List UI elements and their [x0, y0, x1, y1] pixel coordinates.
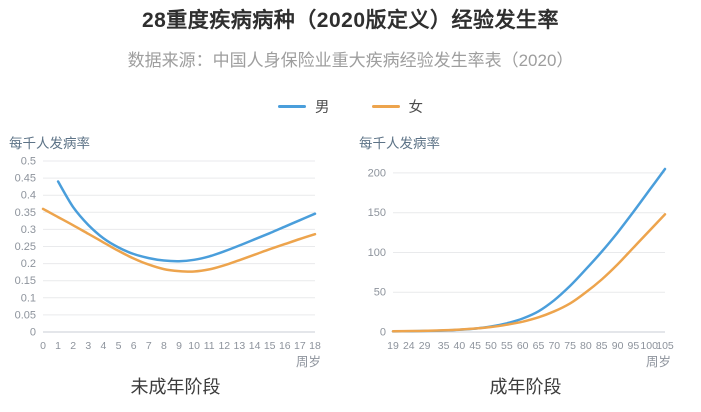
svg-text:0.35: 0.35 [14, 207, 35, 219]
legend-item-male[interactable]: 男 [278, 96, 330, 117]
svg-text:8: 8 [160, 340, 166, 352]
svg-text:2: 2 [70, 340, 76, 352]
svg-text:29: 29 [418, 340, 430, 352]
adult-age-chart-canvas: 每千人发病率 0 50 100 150 200 19 24 29 35 40 45 50 55 60 65 70… [359, 135, 674, 369]
gridlines [42, 160, 315, 333]
minor-age-chart-canvas: 每千人发病率00.050.10.150.20.250.30.350.40.450… [9, 135, 321, 369]
svg-text:35: 35 [437, 340, 449, 352]
svg-text:3: 3 [85, 340, 91, 352]
adult-age-caption: 成年阶段 [489, 377, 562, 397]
svg-text:12: 12 [218, 340, 230, 352]
svg-text:24: 24 [402, 340, 414, 352]
svg-text:0.05: 0.05 [14, 309, 35, 321]
svg-text:100: 100 [367, 247, 385, 259]
svg-text:10: 10 [188, 340, 200, 352]
data-source-subtitle: 数据来源：中国人身保险业重大疾病经验发生率表（2020） [127, 51, 574, 70]
svg-text:0.45: 0.45 [14, 173, 35, 185]
svg-text:45: 45 [469, 340, 481, 352]
female-line-swatch [371, 104, 400, 108]
charts-row: 每千人发病率 0 0.05 0.1 0.15 0.2 0.25 0.3 0.35 0.4 0.45 0… [0, 128, 701, 399]
svg-text:9: 9 [176, 340, 182, 352]
svg-text:13: 13 [233, 340, 245, 352]
svg-text:0: 0 [29, 327, 35, 339]
svg-text:18: 18 [309, 340, 321, 352]
svg-text:17: 17 [294, 340, 306, 352]
svg-text:6: 6 [130, 340, 136, 352]
male-series-line [56, 180, 316, 263]
svg-text:5: 5 [115, 340, 121, 352]
y-tick-labels: 0 0.05 0.1 0.15 0.2 0.25 0.3 0.35 0.4 0.45 0.5 [14, 156, 35, 339]
svg-text:90: 90 [611, 340, 623, 352]
legend-item-female[interactable]: 女 [371, 96, 424, 117]
svg-text:200: 200 [367, 167, 385, 179]
svg-text:75: 75 [564, 340, 576, 352]
svg-text:11: 11 [203, 340, 214, 352]
legend: 男 女 [0, 96, 701, 116]
legend-label-female: 女 [408, 99, 424, 116]
minor-age-caption: 未成年阶段 [130, 377, 221, 397]
svg-text:16: 16 [278, 340, 290, 352]
female-series-line [391, 213, 666, 333]
svg-text:4: 4 [100, 340, 106, 352]
svg-text:100: 100 [640, 340, 658, 352]
svg-text:95: 95 [627, 340, 639, 352]
svg-text:50: 50 [485, 340, 497, 352]
legend-label-male: 男 [315, 99, 330, 116]
svg-text:7: 7 [145, 340, 151, 352]
chart-page: 28重度疾病病种（2020版定义）经验发生率 数据来源：中国人身保险业重大疾病经… [0, 6, 701, 412]
svg-text:19: 19 [387, 340, 399, 352]
svg-text:0.2: 0.2 [20, 258, 35, 270]
svg-text:0.25: 0.25 [14, 241, 35, 253]
svg-text:1: 1 [55, 340, 61, 352]
male-series-line [391, 167, 666, 333]
x-axis-unit: 周岁 [645, 354, 670, 369]
minor-age-chart: 每千人发病率 0 0.05 0.1 0.15 0.2 0.25 0.3 0.35 0.4 0.45 0… [1, 128, 351, 399]
svg-text:15: 15 [263, 340, 275, 352]
svg-text:55: 55 [501, 340, 513, 352]
svg-text:0.1: 0.1 [20, 292, 35, 304]
svg-text:0.15: 0.15 [14, 275, 35, 287]
svg-text:0.3: 0.3 [20, 224, 35, 236]
page-title: 28重度疾病病种（2020版定义）经验发生率 [141, 9, 560, 32]
y-axis-title: 每千人发病率 [9, 135, 90, 151]
y-axis-title: 每千人发病率 [359, 135, 440, 151]
svg-text:50: 50 [373, 287, 385, 299]
male-line-swatch [278, 104, 306, 108]
svg-text:70: 70 [548, 340, 560, 352]
svg-text:85: 85 [595, 340, 607, 352]
female-series-line [41, 207, 316, 273]
svg-text:0.4: 0.4 [20, 190, 35, 202]
svg-text:14: 14 [248, 340, 260, 352]
svg-text:60: 60 [516, 340, 528, 352]
svg-text:80: 80 [580, 340, 592, 352]
gridlines [392, 172, 665, 333]
svg-text:65: 65 [532, 340, 544, 352]
svg-text:0.5: 0.5 [20, 156, 35, 168]
svg-text:105: 105 [656, 340, 674, 352]
x-tick-labels: 0 1 2 3 4 5 6 7 8 9 10 11 12 13 14 15 16 17 18 [40, 340, 321, 352]
svg-text:0: 0 [379, 327, 385, 339]
x-axis-unit: 周岁 [295, 354, 320, 369]
svg-text:40: 40 [453, 340, 465, 352]
adult-age-chart: 每千人发病率 0 50 100 150 200 19 24 29 35 40 45 50 55 60 65 70… [351, 128, 701, 399]
svg-text:0: 0 [40, 340, 46, 352]
svg-text:150: 150 [367, 207, 385, 219]
y-tick-labels: 0 50 100 150 200 [367, 167, 385, 338]
